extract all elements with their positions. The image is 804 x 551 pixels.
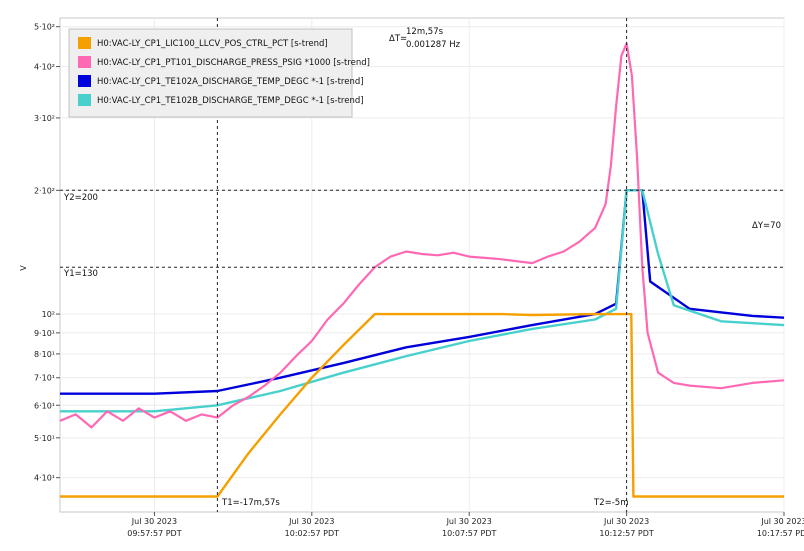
legend-swatch-0 bbox=[78, 37, 91, 49]
x-tick-date: Jul 30 2023 bbox=[603, 517, 649, 526]
x-tick-time: 10:12:57 PDT bbox=[599, 529, 653, 538]
x-tick-time: 10:17:57 PDT bbox=[757, 529, 804, 538]
x-tick-time: 10:02:57 PDT bbox=[285, 529, 339, 538]
delta-t-value: 12m,57s bbox=[406, 27, 444, 37]
y-tick-label: 7·10¹ bbox=[34, 374, 55, 383]
x-tick-date: Jul 30 2023 bbox=[760, 517, 804, 526]
y-tick-label: 6·10¹ bbox=[34, 401, 55, 410]
legend-box bbox=[68, 28, 353, 118]
legend-swatch-3 bbox=[78, 94, 91, 106]
delta-t-label: ΔT= bbox=[389, 34, 407, 44]
x-tick-time: 10:07:57 PDT bbox=[442, 529, 496, 538]
y-tick-label: 8·10¹ bbox=[34, 350, 55, 359]
legend-swatch-1 bbox=[78, 56, 91, 68]
series-layer bbox=[59, 42, 785, 498]
t2-label: T2=-5m bbox=[593, 498, 628, 508]
t1-label: T1=-17m,57s bbox=[221, 498, 280, 508]
legend-entry-1[interactable]: H0:VAC-LY_CP1_PT101_DISCHARGE_PRESS_PSIG… bbox=[97, 58, 370, 68]
y-tick-label: 2·10² bbox=[34, 186, 55, 195]
x-tick-time: 09:57:57 PDT bbox=[127, 529, 181, 538]
legend-entry-2[interactable]: H0:VAC-LY_CP1_TE102A_DISCHARGE_TEMP_DEGC… bbox=[97, 77, 364, 87]
x-axis-ticks: Jul 30 2023 09:57:57 PDT Jul 30 2023 10:02:… bbox=[127, 512, 804, 538]
delta-y-label: ΔY=70 bbox=[752, 221, 781, 231]
legend[interactable]: H0:VAC-LY_CP1_LIC100_LLCV_POS_CTRL_PCT [… bbox=[68, 28, 370, 118]
y-tick-label: 9·10¹ bbox=[34, 329, 55, 338]
series-line-3[interactable] bbox=[60, 189, 785, 413]
series-line-0[interactable] bbox=[60, 312, 784, 498]
x-tick-date: Jul 30 2023 bbox=[446, 517, 492, 526]
y-axis-ticks: 4·10¹ 5·10¹ 6·10¹ 7·10¹ 8·10¹ 9·10¹ 10² 2·10² 3·… bbox=[34, 23, 60, 483]
y1-label: Y1=130 bbox=[63, 269, 98, 279]
y-tick-label: 3·10² bbox=[34, 114, 55, 123]
y2-label: Y2=200 bbox=[63, 193, 98, 203]
y-tick-label: 4·10² bbox=[34, 63, 55, 72]
series-line-1[interactable] bbox=[59, 42, 785, 429]
legend-entry-0[interactable]: H0:VAC-LY_CP1_LIC100_LLCV_POS_CTRL_PCT [… bbox=[97, 39, 328, 49]
y-axis-label: V bbox=[19, 265, 28, 271]
y-tick-label: 5·10² bbox=[34, 23, 55, 32]
x-tick-date: Jul 30 2023 bbox=[288, 517, 334, 526]
y-tick-label: 4·10¹ bbox=[34, 474, 55, 483]
cursor-layer: T1=-17m,57s T2=-5m Y2=200 Y1=130 ΔT= 12m… bbox=[60, 18, 784, 512]
legend-entry-3[interactable]: H0:VAC-LY_CP1_TE102B_DISCHARGE_TEMP_DEGC… bbox=[97, 96, 364, 106]
y-tick-label: 5·10¹ bbox=[34, 434, 55, 443]
delta-t-frequency: 0.001287 Hz bbox=[406, 40, 461, 50]
legend-swatch-2 bbox=[78, 75, 91, 87]
y-tick-label: 10² bbox=[42, 310, 55, 319]
x-tick-date: Jul 30 2023 bbox=[131, 517, 177, 526]
